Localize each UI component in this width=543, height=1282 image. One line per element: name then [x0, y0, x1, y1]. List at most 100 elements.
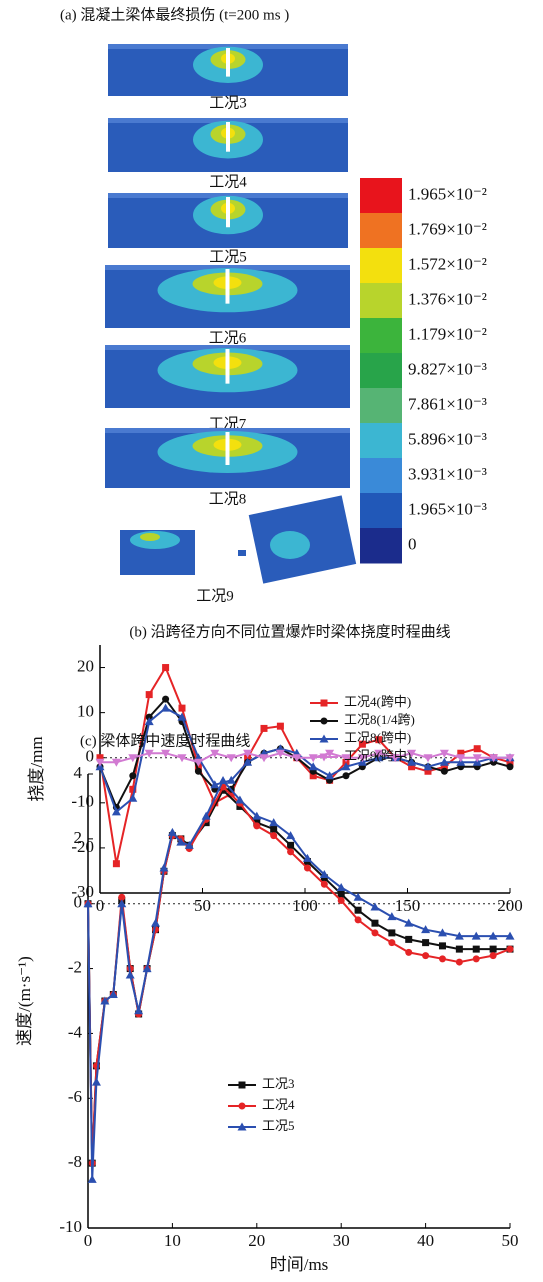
beam-image — [108, 193, 348, 248]
marker — [129, 772, 136, 779]
marker — [146, 691, 153, 698]
colorbar-label: 1.965×10⁻² — [408, 184, 487, 203]
case-label: 工况5 — [209, 248, 247, 265]
beam-image — [120, 495, 356, 583]
marker — [270, 826, 277, 833]
colorbar-band — [360, 388, 402, 424]
colorbar-label: 7.861×10⁻³ — [408, 394, 487, 413]
marker — [159, 864, 168, 872]
x-tick-label: 100 — [292, 896, 318, 915]
notch — [226, 197, 230, 227]
notch — [226, 122, 230, 152]
marker — [355, 907, 362, 914]
marker — [304, 865, 311, 872]
marker — [338, 890, 345, 897]
x-tick-label: 20 — [248, 1231, 265, 1250]
y-tick-label: 2 — [74, 828, 83, 847]
marker — [261, 725, 268, 732]
beam-image — [105, 345, 350, 408]
y-tick-label: 0 — [74, 893, 83, 912]
marker — [128, 794, 137, 802]
marker — [441, 768, 448, 775]
legend-label: 工况5 — [262, 1118, 295, 1133]
case-label: 工况4 — [209, 173, 247, 190]
marker — [321, 881, 328, 888]
marker — [343, 772, 350, 779]
marker — [162, 664, 169, 671]
panel-title: (a) 混凝土梁体最终损伤 (t=200 ms ) — [60, 6, 289, 23]
colorbar-label: 1.572×10⁻² — [408, 254, 487, 273]
y-tick-label: -2 — [68, 957, 82, 976]
x-axis-label: 时间/ms — [270, 1255, 329, 1274]
marker — [227, 754, 236, 762]
marker — [439, 942, 446, 949]
x-tick-label: 10 — [164, 1231, 181, 1250]
legend-label: 工况4 — [262, 1097, 295, 1112]
y-tick-label: -8 — [68, 1152, 82, 1171]
case-label: 工况3 — [209, 94, 247, 111]
colorbar-band — [360, 318, 402, 354]
marker — [388, 929, 395, 936]
case-label: 工况9 — [196, 587, 234, 604]
legend-label: 工况8(跨中) — [344, 730, 411, 745]
legend-label: 工况4(跨中) — [344, 694, 411, 709]
colorbar-label: 0 — [408, 534, 417, 553]
marker — [354, 893, 363, 901]
figure: (a) 混凝土梁体最终损伤 (t=200 ms )工况3工况4工况5工况6工况7… — [0, 0, 543, 1282]
colorbar-band — [360, 248, 402, 284]
marker — [473, 955, 480, 962]
marker — [325, 771, 334, 779]
y-tick-label: 10 — [77, 702, 94, 721]
marker — [195, 768, 202, 775]
marker — [179, 705, 186, 712]
y-tick-label: -10 — [71, 792, 94, 811]
damage-zone — [140, 533, 160, 541]
marker — [113, 860, 120, 867]
marker — [92, 1078, 101, 1086]
y-tick-label: 4 — [74, 763, 83, 782]
marker — [338, 897, 345, 904]
colorbar-band — [360, 528, 402, 564]
y-tick-label: 20 — [77, 656, 94, 675]
marker — [287, 848, 294, 855]
marker — [507, 946, 514, 953]
marker — [270, 832, 277, 839]
marker — [253, 822, 260, 829]
chart-title: (c) 梁体跨中速度时程曲线 — [80, 732, 250, 749]
colorbar-band — [360, 178, 402, 214]
marker — [287, 842, 294, 849]
data-line — [100, 708, 510, 812]
notch — [226, 48, 230, 77]
marker — [277, 723, 284, 730]
notch — [226, 349, 230, 384]
marker — [239, 1082, 246, 1089]
marker — [371, 929, 378, 936]
beam-image — [108, 118, 348, 172]
marker — [162, 696, 169, 703]
marker — [151, 919, 160, 927]
marker — [355, 916, 362, 923]
notch — [226, 432, 230, 465]
marker — [490, 946, 497, 953]
marker — [388, 939, 395, 946]
x-tick-label: 150 — [395, 896, 421, 915]
damage-zone — [270, 531, 310, 559]
colorbar-band — [360, 493, 402, 529]
colorbar-band — [360, 353, 402, 389]
case-label: 工况6 — [209, 329, 247, 346]
y-axis-label: 挠度/mm — [27, 736, 46, 801]
marker — [507, 763, 514, 770]
marker — [405, 936, 412, 943]
data-line — [88, 787, 510, 1163]
x-tick-label: 200 — [497, 896, 523, 915]
marker — [239, 1103, 246, 1110]
colorbar-band — [360, 423, 402, 459]
colorbar-band — [360, 283, 402, 319]
colorbar-label: 1.179×10⁻² — [408, 324, 487, 343]
chart-title: (b) 沿跨径方向不同位置爆炸时梁体挠度时程曲线 — [129, 623, 450, 640]
beam-image — [108, 44, 348, 96]
marker — [456, 946, 463, 953]
y-axis-label: 速度/(m·s⁻¹) — [15, 956, 34, 1046]
x-tick-label: 0 — [84, 1231, 93, 1250]
notch — [226, 269, 230, 304]
